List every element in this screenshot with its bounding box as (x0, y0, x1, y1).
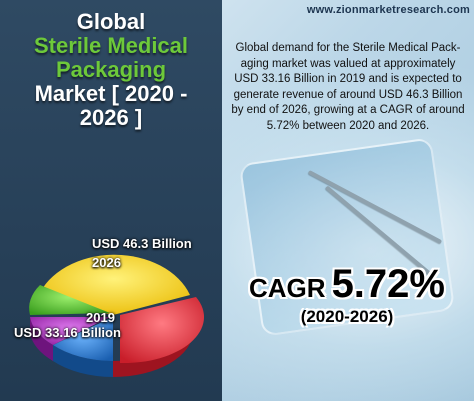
pie-label-2019-value: USD 33.16 Billion (14, 325, 121, 340)
website-url: www.zionmarketresearch.com (306, 4, 470, 16)
pie-slice-green (29, 285, 110, 315)
pie-slice-blue (53, 317, 113, 361)
pie-label-2026-value: USD 46.3 Billion (92, 236, 192, 251)
pie-chart-illustration (29, 254, 205, 377)
title-line-highlight: Sterile Medical (33, 33, 189, 58)
pie-side-purple (30, 317, 53, 361)
cagr-value: 5.72% (331, 262, 445, 306)
market-description: Global demand for the Sterile Medical Pa… (231, 42, 465, 132)
pie-side-blue (53, 345, 113, 377)
title-line: Market [ 2020 - (34, 81, 188, 106)
pie-slice-red (120, 297, 205, 364)
pie-slice-purple (30, 317, 110, 345)
cagr-period: (2020-2026) (300, 307, 394, 326)
cagr-callout: CAGR 5.72% (2020-2026) (224, 262, 470, 327)
pie-label-2026-year: 2026 (92, 255, 121, 270)
page-title: Global Sterile Medical Packaging Market … (0, 10, 222, 130)
title-line: 2026 ] (79, 105, 143, 130)
pie-label-2019-year: 2019 (86, 310, 115, 325)
title-line: Global (76, 9, 146, 34)
title-line-highlight: Packaging (55, 57, 167, 82)
cagr-label: CAGR (249, 273, 326, 303)
